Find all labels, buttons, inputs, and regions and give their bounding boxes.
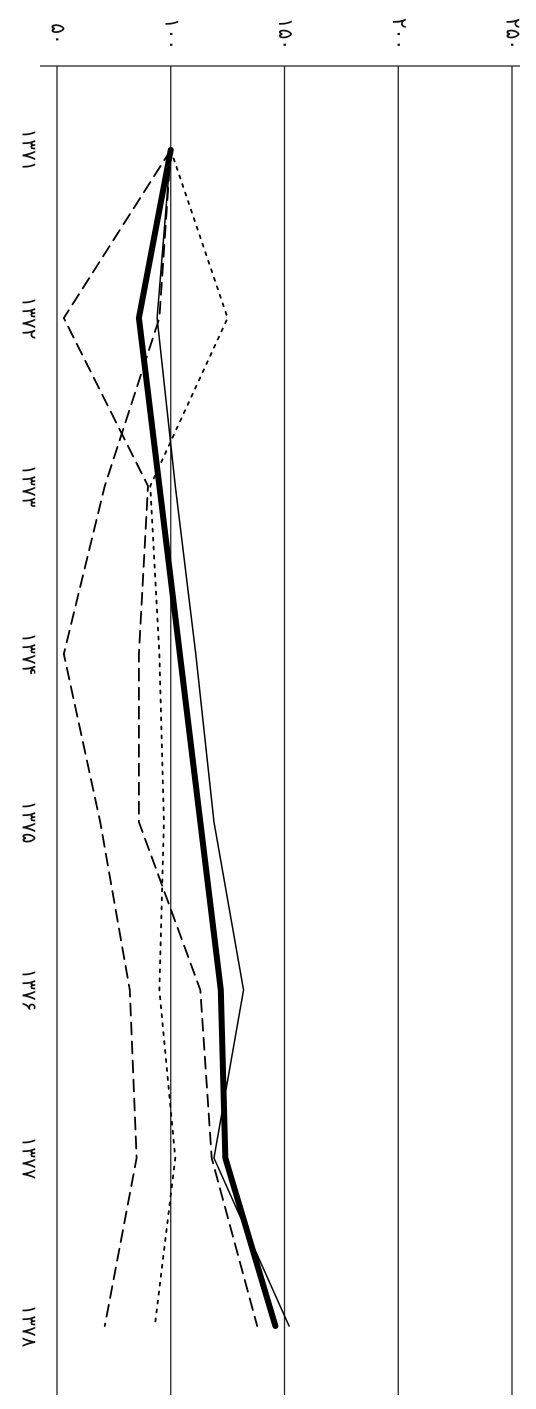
data-line	[135, 147, 279, 1329]
data-line	[156, 149, 290, 1327]
value-tick-label: ۲۰۰	[388, 18, 412, 50]
category-label: ۱۳۷۷	[18, 1137, 42, 1180]
category-label: ۱۳۷۶	[18, 969, 42, 1012]
category-label: ۱۳۷۳	[18, 465, 42, 508]
category-label: ۱۳۷۵	[18, 801, 42, 844]
data-line	[149, 149, 229, 1327]
value-tick-label: ۱۵۰	[274, 18, 298, 50]
category-label: ۱۳۷۱	[18, 129, 42, 172]
data-line	[62, 149, 259, 1327]
category-label: ۱۳۷۸	[18, 1305, 42, 1348]
value-tick-label: ۵۰	[47, 23, 71, 44]
value-tick-label: ۲۵۰	[502, 18, 526, 50]
data-line	[62, 149, 172, 1327]
category-label: ۱۳۷۲	[18, 297, 42, 340]
value-tick-label: ۱۰۰	[160, 18, 184, 50]
category-label: ۱۳۷۴	[18, 633, 42, 676]
